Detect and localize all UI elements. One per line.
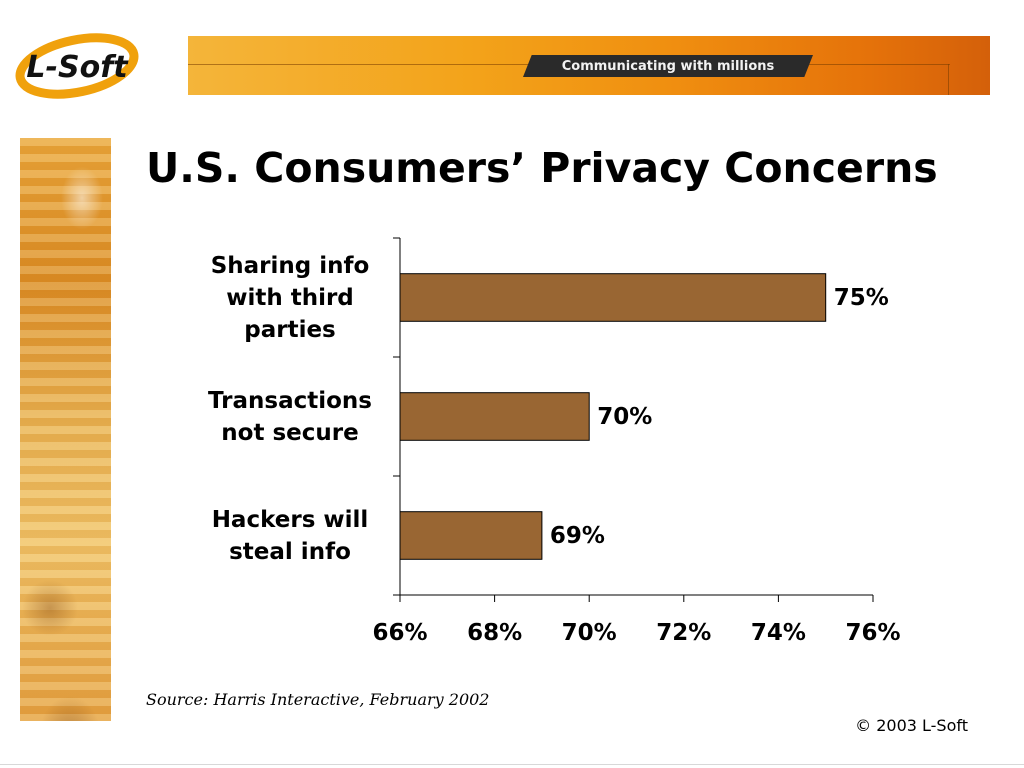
tick-label: 76% <box>845 620 901 646</box>
data-label: 70% <box>597 403 653 430</box>
l-soft-logo: L-Soft <box>14 30 140 100</box>
header-banner: Communicating with millions <box>188 36 990 95</box>
category-label: Transactions not secure <box>208 387 372 446</box>
banner-divider-vertical <box>948 64 949 95</box>
decorative-photo-strip <box>20 138 111 721</box>
bar <box>399 273 827 322</box>
bar <box>399 392 590 441</box>
tick-label: 68% <box>467 620 523 646</box>
tick-label: 66% <box>372 620 428 646</box>
tick-label: 70% <box>561 620 617 646</box>
logo-text: L-Soft <box>26 50 129 85</box>
category-label: Sharing info with third parties <box>210 252 370 343</box>
data-label: 75% <box>833 284 889 311</box>
chart-canvas <box>393 237 874 602</box>
category-label: Hackers will steal info <box>211 506 369 565</box>
privacy-concerns-bar-chart: 66% 68% 70% 72% 74% 76% Sharing info with thir… <box>160 230 940 660</box>
copyright-notice: © 2003 L-Soft <box>855 716 968 735</box>
footer-rule <box>0 764 1024 765</box>
tick-label: 72% <box>656 620 712 646</box>
source-note: Source: Harris Interactive, February 200… <box>146 690 490 709</box>
slide-title: U.S. Consumers’ Privacy Concerns <box>146 144 938 192</box>
logo-graphic: L-Soft <box>15 33 139 99</box>
bar <box>399 511 543 560</box>
tick-label: 74% <box>750 620 806 646</box>
data-label: 69% <box>549 522 605 549</box>
banner-tagline: Communicating with millions <box>523 55 813 77</box>
